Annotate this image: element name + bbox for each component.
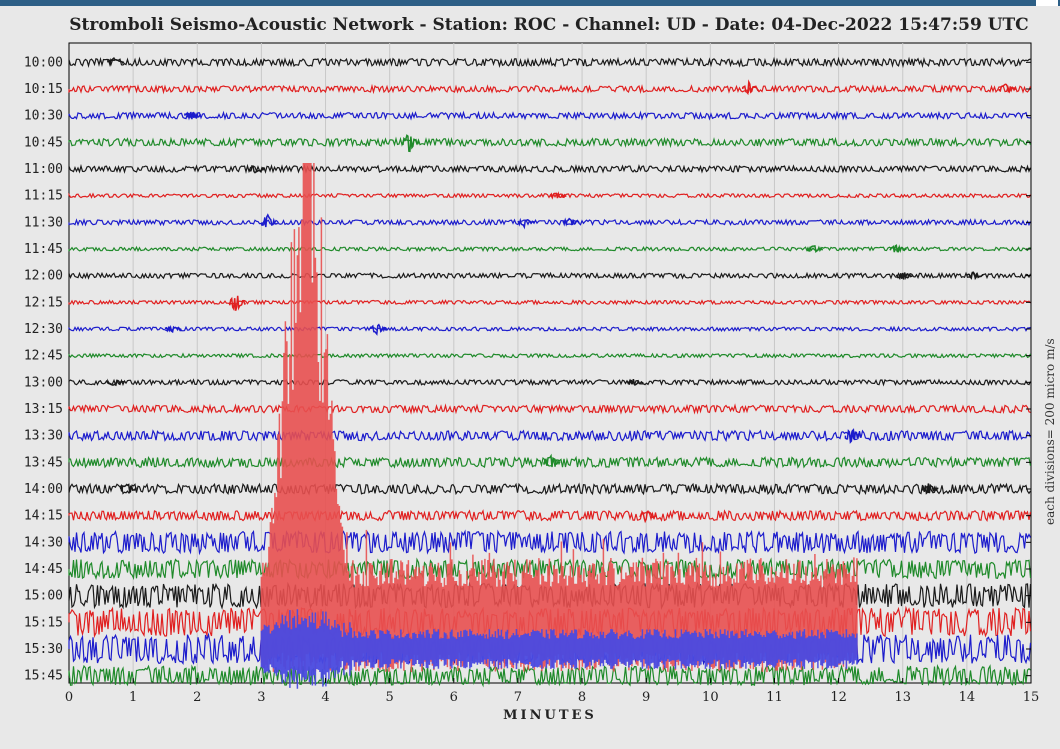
x-tick-label: 1	[129, 690, 137, 705]
trace-label: 11:00	[24, 162, 63, 177]
event-mark	[119, 483, 138, 493]
trace-layer	[68, 56, 1032, 688]
trace-1430	[68, 529, 1032, 556]
trace-label: 12:30	[24, 322, 63, 337]
event-mark	[549, 191, 567, 200]
trace-label: 15:15	[24, 615, 63, 630]
trace-label: 10:30	[24, 109, 63, 124]
event-mark	[639, 510, 657, 524]
trace-1230	[68, 325, 1031, 333]
trace-1245	[68, 352, 1032, 359]
trace-1130	[68, 218, 1032, 227]
x-tick-label: 12	[830, 690, 847, 705]
event-mark	[248, 165, 266, 174]
trace-1330	[68, 429, 1032, 443]
trace-1000	[68, 56, 1031, 69]
trace-1415	[68, 509, 1032, 522]
trace-label: 11:30	[24, 215, 63, 230]
trace-label: 12:00	[24, 269, 63, 284]
trace-label: 14:45	[24, 562, 63, 577]
trace-label: 15:30	[24, 642, 63, 657]
event-burst-red	[260, 163, 858, 673]
event-mark	[228, 295, 246, 312]
trace-1030	[68, 110, 1031, 121]
event-mark	[895, 272, 914, 281]
trace-1200	[68, 271, 1032, 280]
trace-label: 15:00	[24, 589, 63, 604]
trace-1045	[68, 136, 1032, 149]
trace-1315	[68, 403, 1031, 415]
event-mark	[517, 217, 535, 230]
trace-label: 11:15	[24, 189, 63, 204]
trace-1400	[68, 482, 1032, 496]
event-mark	[164, 324, 182, 334]
x-tick-label: 6	[450, 690, 458, 705]
event-mark	[107, 378, 124, 387]
trace-1145	[68, 245, 1031, 253]
trace-label: 14:00	[24, 482, 63, 497]
top-strip	[0, 0, 1060, 6]
event-mark	[921, 483, 939, 495]
trace-label: 13:00	[24, 375, 63, 390]
trace-label: 14:15	[24, 509, 63, 524]
event-mark	[543, 453, 561, 468]
x-tick-label: 14	[959, 690, 976, 705]
trace-label: 13:30	[24, 429, 63, 444]
trace-label: 10:45	[24, 135, 63, 150]
trace-1115	[68, 192, 1032, 199]
trace-1100	[68, 163, 1032, 175]
x-tick-label: 7	[514, 690, 522, 705]
trace-1545	[68, 663, 1031, 688]
chart-title: Stromboli Seismo-Acoustic Network - Stat…	[69, 15, 1029, 35]
trace-label: 12:45	[24, 349, 63, 364]
x-tick-labels: 0 1 2 3 4 5 6 7 8 9 10 11 12 13 14 15	[65, 678, 1039, 705]
event-mark	[844, 428, 862, 444]
event-mark	[889, 244, 907, 253]
event-mark	[806, 245, 823, 253]
corner-mark	[1036, 0, 1058, 6]
event-layer	[107, 56, 1016, 689]
trace-1215	[68, 299, 1031, 306]
event-mark	[184, 111, 201, 120]
trace-label: 12:15	[24, 295, 63, 310]
x-tick-label: 8	[578, 690, 586, 705]
event-mark	[261, 213, 279, 228]
event-mark	[966, 271, 984, 281]
trace-labels: 10:00 10:15 10:30 10:45 11:00 11:15 11:30 11:45…	[24, 55, 1031, 684]
x-tick-label: 10	[702, 690, 719, 705]
trace-1015	[68, 83, 1032, 95]
x-tick-label: 9	[642, 690, 650, 705]
trace-1345	[68, 455, 1032, 469]
event-mark	[402, 134, 420, 153]
trace-label: 10:15	[24, 82, 63, 97]
trace-label: 10:00	[24, 55, 63, 70]
event-mark	[370, 323, 388, 336]
x-tick-label: 0	[65, 690, 73, 705]
x-tick-label: 2	[193, 690, 201, 705]
trace-label: 13:15	[24, 402, 63, 417]
x-tick-label: 11	[766, 690, 783, 705]
scale-note-text: each divisions= 200 micro m/s	[1043, 338, 1057, 525]
x-axis-label: MINUTES	[503, 708, 597, 723]
event-mark	[562, 217, 580, 227]
trace-label: 15:45	[24, 669, 63, 684]
x-tick-label: 15	[1023, 690, 1040, 705]
x-tick-label: 3	[257, 690, 265, 705]
trace-label: 11:45	[24, 242, 63, 257]
trace-1300	[68, 378, 1032, 387]
trace-label: 13:45	[24, 455, 63, 470]
trace-label: 14:30	[24, 535, 63, 550]
event-mark	[107, 56, 125, 68]
x-tick-label: 4	[321, 690, 329, 705]
event-mark	[626, 379, 644, 386]
x-tick-label: 13	[894, 690, 911, 705]
event-mark	[998, 83, 1016, 93]
event-mark	[742, 79, 760, 96]
event-burst-blue	[260, 609, 858, 689]
x-tick-label: 5	[386, 690, 394, 705]
